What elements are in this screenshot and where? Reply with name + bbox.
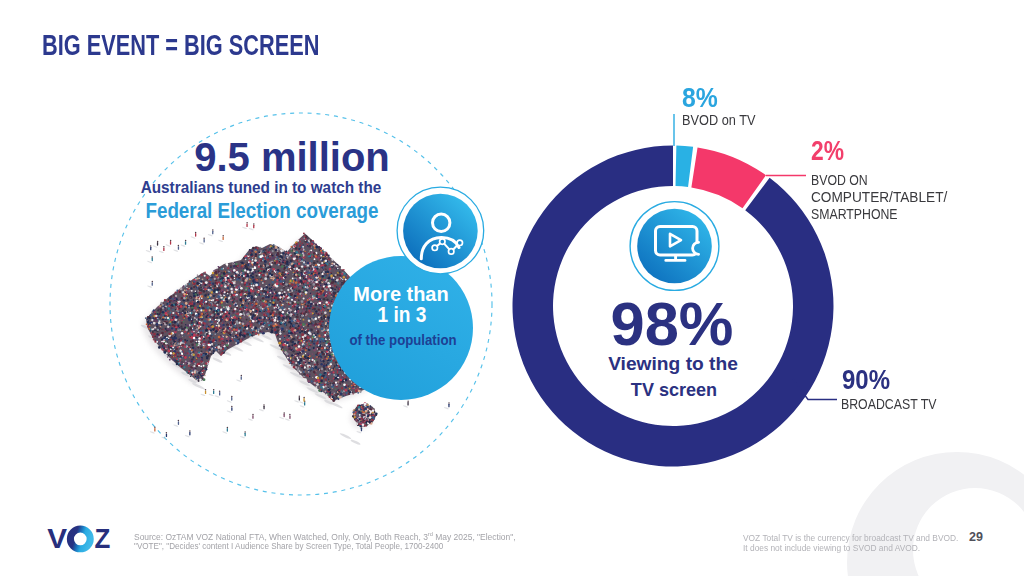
svg-text:Z: Z bbox=[95, 523, 111, 554]
svg-text:V: V bbox=[47, 523, 68, 554]
